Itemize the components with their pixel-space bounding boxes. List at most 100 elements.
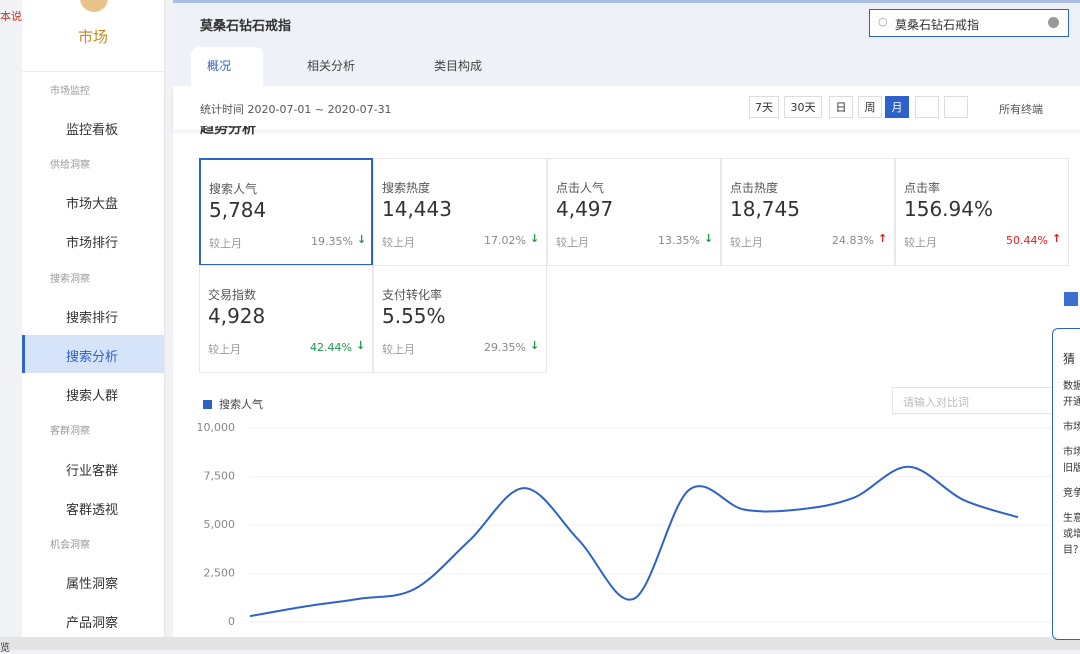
- nav-group-title: 搜索洞察: [50, 274, 90, 285]
- metric-arrow: ↑: [878, 232, 888, 245]
- period-button[interactable]: 月: [885, 96, 909, 118]
- y-tick-label: 2,500: [204, 567, 236, 580]
- metric-value: 5,784: [209, 198, 267, 222]
- metric-card[interactable]: 交易指数 4,928 较上月 42.44% ↓: [199, 265, 373, 373]
- prev-button[interactable]: [915, 96, 939, 118]
- widget-text: 猜: [1063, 352, 1076, 366]
- clear-icon[interactable]: [1048, 17, 1059, 28]
- nav-group-title: 客群洞察: [50, 426, 90, 437]
- metric-arrow: ↑: [1052, 232, 1062, 245]
- metric-value: 5.55%: [382, 304, 446, 328]
- metric-card[interactable]: 点击率 156.94% 较上月 50.44% ↑: [895, 158, 1069, 266]
- y-tick-label: 7,500: [204, 470, 236, 483]
- metric-change: 13.35%: [658, 234, 700, 247]
- metric-value: 156.94%: [904, 197, 993, 221]
- metric-value: 18,745: [730, 197, 800, 221]
- legend-label: 搜索人气: [219, 397, 263, 411]
- section-title: 趋势分析: [200, 126, 256, 137]
- terminal-select[interactable]: 所有终端: [999, 103, 1043, 116]
- metric-compare: 较上月: [904, 236, 937, 249]
- metric-arrow: ↓: [356, 339, 366, 352]
- line: [249, 465, 1019, 618]
- header-title: 莫桑石钻石戒指: [200, 19, 292, 34]
- search-icon: ○: [878, 15, 888, 28]
- metric-change: 17.02%: [484, 234, 526, 247]
- metric-compare: 较上月: [382, 343, 415, 356]
- tab[interactable]: 类目构成: [434, 59, 483, 73]
- y-tick-label: 5,000: [204, 518, 236, 531]
- nav-item[interactable]: 监控看板: [66, 123, 119, 138]
- metric-name: 支付转化率: [382, 288, 443, 302]
- period: 统计时间 2020-07-01 ~ 2020-07-31: [200, 103, 392, 116]
- widget-text: 市场: [1063, 422, 1080, 433]
- widget-text: 或增: [1063, 529, 1080, 540]
- metric-change: 42.44%: [310, 341, 352, 354]
- header: 莫桑石钻石戒指 ○ 莫桑石钻石戒指 概况 相关分析 类目构成: [173, 0, 1080, 86]
- widget-text: 开通: [1063, 397, 1080, 408]
- widget-text: 旧版: [1063, 463, 1080, 474]
- metric-arrow: ↓: [530, 339, 540, 352]
- nav-item[interactable]: 属性洞察: [66, 577, 119, 592]
- period-button[interactable]: 30天: [784, 96, 822, 118]
- nav-item[interactable]: 搜索排行: [66, 311, 119, 326]
- metric-arrow: ↓: [530, 232, 540, 245]
- nav-item[interactable]: 产品洞察: [66, 616, 119, 631]
- period-button[interactable]: 日: [829, 96, 853, 118]
- metric-card[interactable]: 支付转化率 5.55% 较上月 29.35% ↓: [373, 265, 547, 373]
- logo-text: 市场: [77, 28, 108, 46]
- metric-card[interactable]: 点击热度 18,745 较上月 24.83% ↑: [721, 158, 895, 266]
- metric-name: 搜索人气: [209, 182, 258, 196]
- nav-group-title: 机会洞察: [50, 540, 90, 551]
- metric-change: 50.44%: [1006, 234, 1048, 247]
- widget-text: 数据: [1063, 381, 1080, 392]
- nav-item[interactable]: 搜索分析: [66, 350, 119, 365]
- y-tick-label: 0: [228, 615, 235, 628]
- nav-group-title: 供给洞察: [50, 160, 90, 171]
- search-box[interactable]: ○ 莫桑石钻石戒指: [869, 9, 1069, 37]
- metric-value: 4,928: [208, 304, 266, 328]
- period-button[interactable]: 周: [858, 96, 882, 118]
- widget-text: 市场: [1063, 447, 1080, 458]
- tab-active-bg: [191, 47, 263, 86]
- logo-icon: [80, 0, 108, 12]
- metric-arrow: ↓: [704, 232, 714, 245]
- nav-item[interactable]: 市场排行: [66, 236, 119, 251]
- widget-text: 目？: [1063, 545, 1080, 556]
- nav-item[interactable]: 市场大盘: [66, 197, 119, 212]
- metric-name: 点击率: [904, 181, 941, 195]
- nav-item[interactable]: 客群透视: [66, 503, 119, 518]
- period-button[interactable]: 7天: [749, 96, 779, 118]
- nav-item[interactable]: 搜索人群: [66, 389, 119, 404]
- help-icon[interactable]: [1064, 292, 1078, 306]
- sidebar: 市场 市场监控监控看板供给洞察市场大盘市场排行搜索洞察搜索排行搜索分析搜索人群客…: [22, 0, 165, 637]
- scrollbar: [0, 637, 1080, 650]
- metric-compare: 较上月: [730, 236, 763, 249]
- metric-card[interactable]: 搜索热度 14,443 较上月 17.02% ↓: [373, 158, 547, 266]
- divider: [22, 71, 164, 72]
- legend-swatch: [203, 400, 212, 409]
- metric-card[interactable]: 搜索人气 5,784 较上月 19.35% ↓: [199, 158, 373, 266]
- metric-change: 19.35%: [311, 235, 353, 248]
- metric-change: 29.35%: [484, 341, 526, 354]
- y-tick-label: 10,000: [197, 421, 236, 434]
- nav-group-title: 市场监控: [50, 86, 90, 97]
- tab[interactable]: 概况: [207, 59, 232, 73]
- metric-compare: 较上月: [208, 343, 241, 356]
- metric-name: 点击热度: [730, 181, 779, 195]
- metric-card[interactable]: 点击人气 4,497 较上月 13.35% ↓: [547, 158, 721, 266]
- search-text: 莫桑石钻石戒指: [895, 18, 980, 32]
- next-button[interactable]: [944, 96, 968, 118]
- metric-arrow: ↓: [357, 233, 367, 246]
- chart: 0 2,500 5,000 7,500 10,000 搜索人气: [197, 397, 1053, 628]
- nav-active-bg: [22, 335, 164, 373]
- widget-text: 竞争: [1063, 488, 1080, 499]
- metric-compare: 较上月: [556, 236, 589, 249]
- nav-item[interactable]: 行业客群: [66, 464, 119, 479]
- metric-name: 交易指数: [208, 288, 257, 302]
- metric-name: 点击人气: [556, 181, 605, 195]
- bottom-note: 览: [0, 643, 10, 654]
- widget-text: 生意: [1063, 513, 1080, 524]
- main: 莫桑石钻石戒指 ○ 莫桑石钻石戒指 概况 相关分析 类目构成 统计时间 2020-0…: [173, 0, 1080, 637]
- tab[interactable]: 相关分析: [307, 59, 356, 73]
